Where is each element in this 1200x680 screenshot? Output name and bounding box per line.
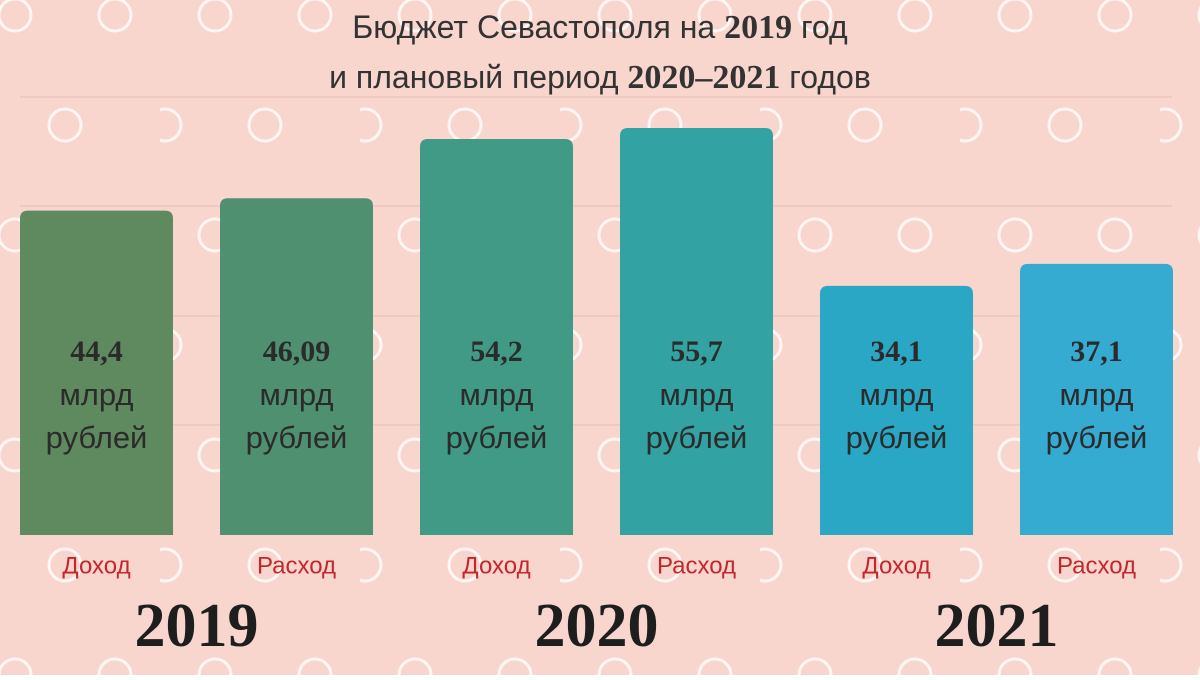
category-label: Доход [462, 552, 530, 579]
title-emphasis: 2020–2021 [627, 59, 780, 96]
title-emphasis: 2019 [724, 9, 792, 46]
decor-lines [20, 96, 1172, 426]
bar [220, 198, 373, 536]
unit-label: рублей [446, 420, 548, 455]
group-label: 2020 [535, 592, 659, 660]
title-text: год [792, 9, 848, 45]
plot: 44,4 млрд рублей Доход 46,09 млрд рублей Расход… [20, 128, 1173, 660]
unit-label: рублей [646, 420, 748, 455]
value-label: 34,1 [870, 335, 923, 368]
value-label: 46,09 [263, 335, 331, 368]
group-label: 2021 [935, 592, 1059, 660]
category-label: Доход [862, 552, 930, 579]
unit-label: рублей [46, 420, 148, 455]
unit-label: рублей [846, 420, 948, 455]
value-label: 54,2 [470, 335, 523, 368]
unit-label: млрд [659, 377, 733, 412]
bar [20, 210, 173, 535]
bar [620, 128, 773, 535]
value-label: 44,4 [70, 335, 123, 368]
title-line: Бюджет Севастополя на 2019 год [352, 9, 848, 46]
unit-label: млрд [1059, 377, 1133, 412]
category-label: Расход [1057, 552, 1136, 579]
bar [1020, 263, 1173, 535]
value-label: 37,1 [1070, 335, 1123, 368]
bar [420, 138, 573, 535]
unit-label: млрд [459, 377, 533, 412]
category-label: Доход [62, 552, 130, 579]
title-text: годов [780, 59, 870, 95]
unit-label: рублей [1046, 420, 1148, 455]
title: Бюджет Севастополя на 2019 год и плановый… [329, 9, 871, 96]
unit-label: рублей [246, 420, 348, 455]
value-label: 55,7 [670, 335, 723, 368]
unit-label: млрд [59, 377, 133, 412]
category-label: Расход [657, 552, 736, 579]
title-text: и плановый период [329, 59, 627, 95]
title-text: Бюджет Севастополя на [352, 9, 724, 45]
unit-label: млрд [859, 377, 933, 412]
group-label: 2019 [135, 592, 259, 660]
category-label: Расход [257, 552, 336, 579]
title-line: и плановый период 2020–2021 годов [329, 59, 871, 96]
bar [820, 285, 973, 535]
unit-label: млрд [259, 377, 333, 412]
